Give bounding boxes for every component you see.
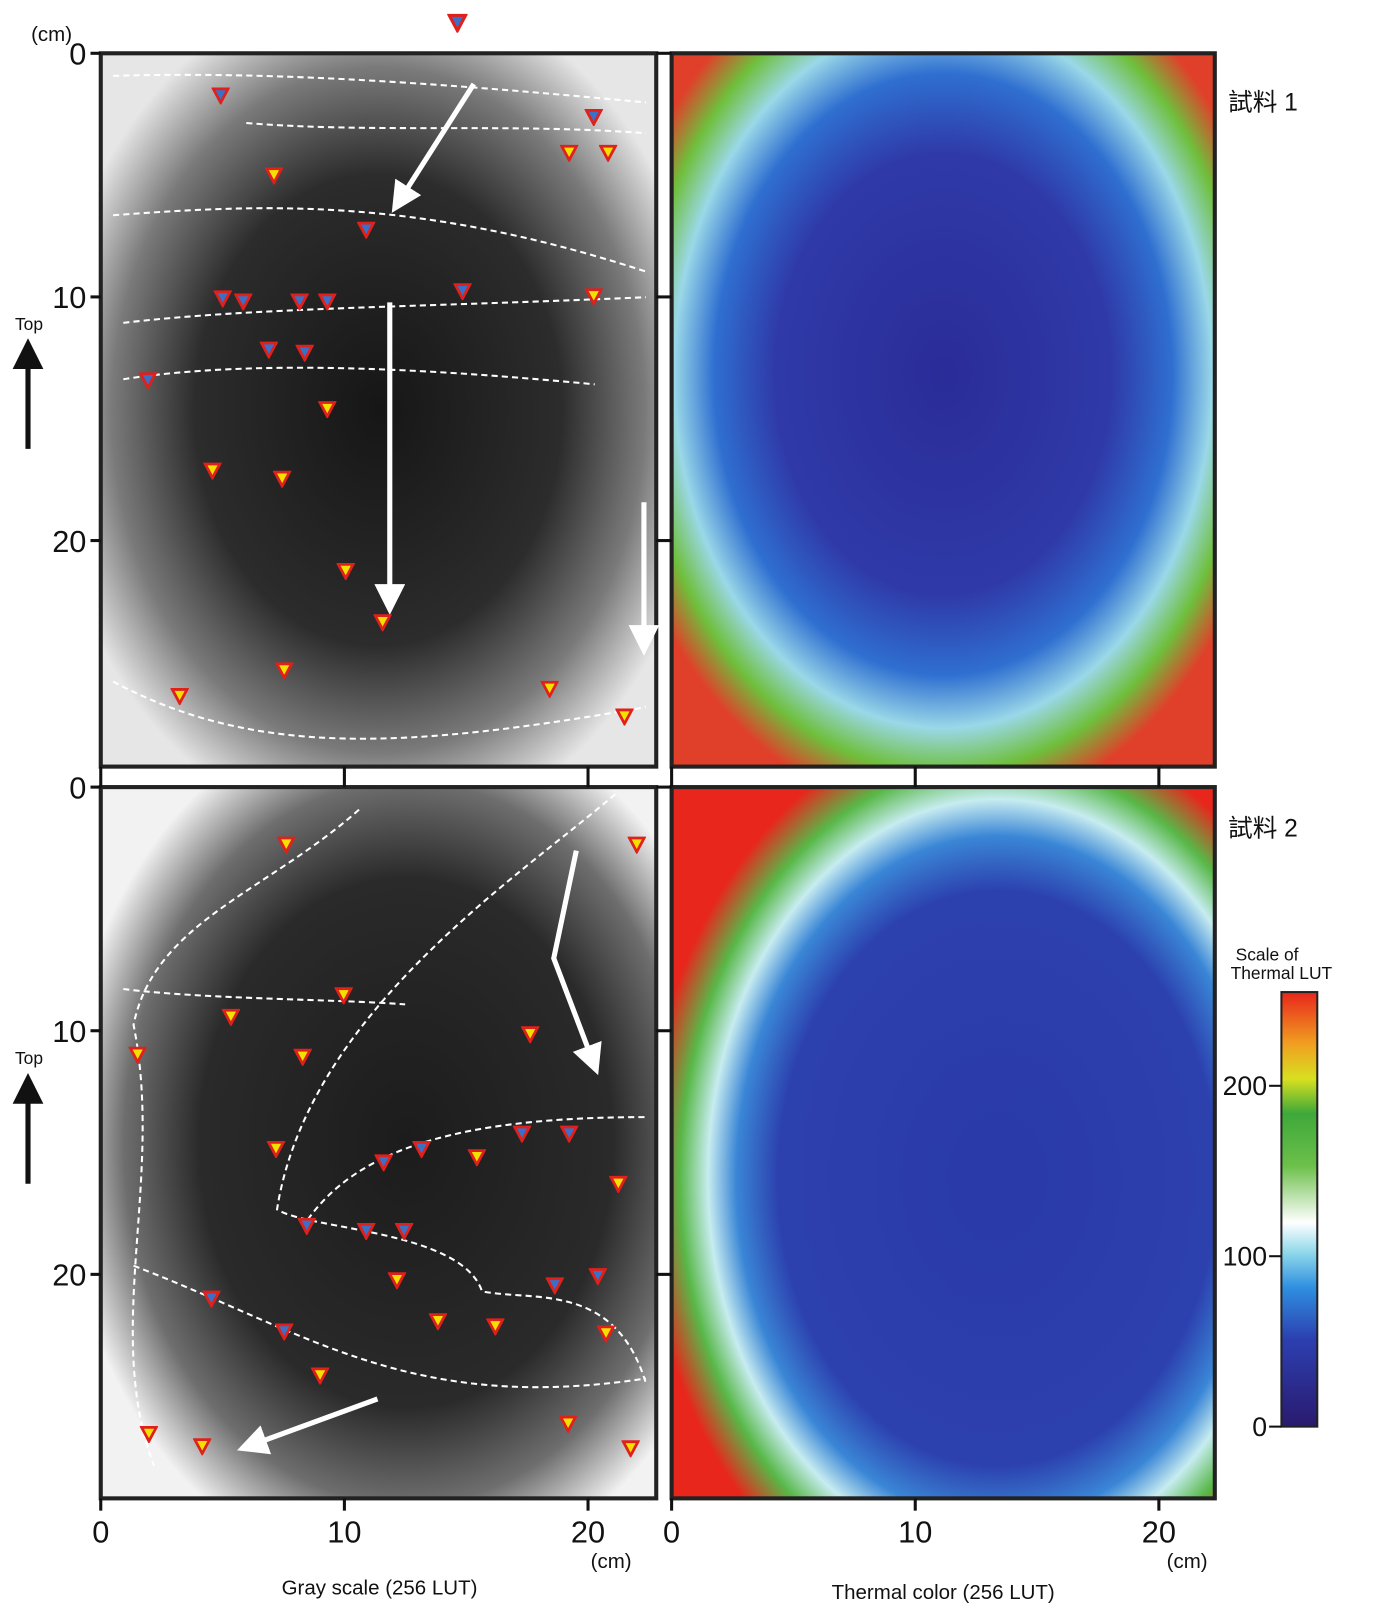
up-label: Top [15, 314, 43, 334]
thermal-image-1 [669, 51, 1217, 769]
lut-tick-label: 200 [1223, 1071, 1267, 1101]
lut-tick-label: 100 [1223, 1241, 1267, 1271]
caption: Gray scale (256 LUT) [282, 1577, 478, 1600]
x-tick-label: 0 [663, 1514, 680, 1549]
y-tick-label: 0 [69, 770, 86, 805]
lut-title: Scale of [1236, 944, 1299, 964]
up-label: Top [15, 1048, 43, 1068]
sample-label: 試料 1 [1228, 89, 1298, 117]
y-unit: (cm) [31, 23, 72, 46]
lut-colorbar [1280, 991, 1319, 1428]
x-unit: (cm) [591, 1550, 632, 1573]
caption: Thermal color (256 LUT) [832, 1581, 1055, 1604]
lut-title: Thermal LUT [1231, 963, 1333, 983]
y-tick-label: 20 [52, 1258, 86, 1293]
flow-arrows [236, 82, 660, 1455]
gray-image-2 [98, 785, 659, 1501]
x-tick-label: 0 [92, 1514, 109, 1549]
lut-tick-label: 0 [1252, 1412, 1267, 1442]
y-tick-label: 10 [52, 1014, 86, 1049]
y-tick-label: 20 [52, 524, 86, 559]
sample-label: 試料 2 [1228, 814, 1298, 842]
thermal-image-2 [669, 785, 1217, 1501]
y-tick-label: 0 [69, 37, 86, 72]
x-unit: (cm) [1167, 1550, 1208, 1573]
x-tick-label: 20 [571, 1514, 605, 1549]
x-tick-label: 10 [898, 1514, 932, 1549]
x-tick-label: 20 [1142, 1514, 1176, 1549]
y-tick-label: 10 [52, 280, 86, 315]
x-tick-label: 10 [327, 1514, 361, 1549]
gray-image-1 [98, 51, 659, 769]
